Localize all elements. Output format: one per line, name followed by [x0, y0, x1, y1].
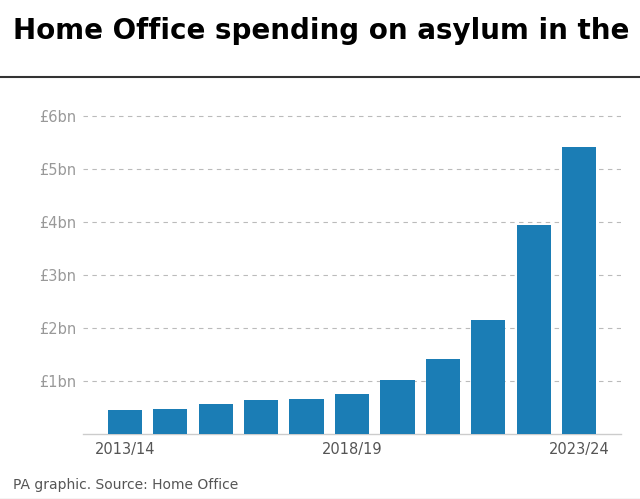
Bar: [289, 399, 324, 434]
Text: Home Office spending on asylum in the UK: Home Office spending on asylum in the UK: [13, 17, 640, 45]
Bar: [198, 404, 233, 434]
Bar: [380, 380, 415, 434]
Bar: [335, 394, 369, 434]
Bar: [244, 400, 278, 434]
Bar: [471, 320, 506, 434]
Bar: [563, 147, 596, 434]
Bar: [517, 225, 551, 434]
Bar: [426, 359, 460, 434]
Text: PA graphic. Source: Home Office: PA graphic. Source: Home Office: [13, 478, 238, 492]
Bar: [153, 409, 187, 434]
Bar: [108, 410, 141, 434]
